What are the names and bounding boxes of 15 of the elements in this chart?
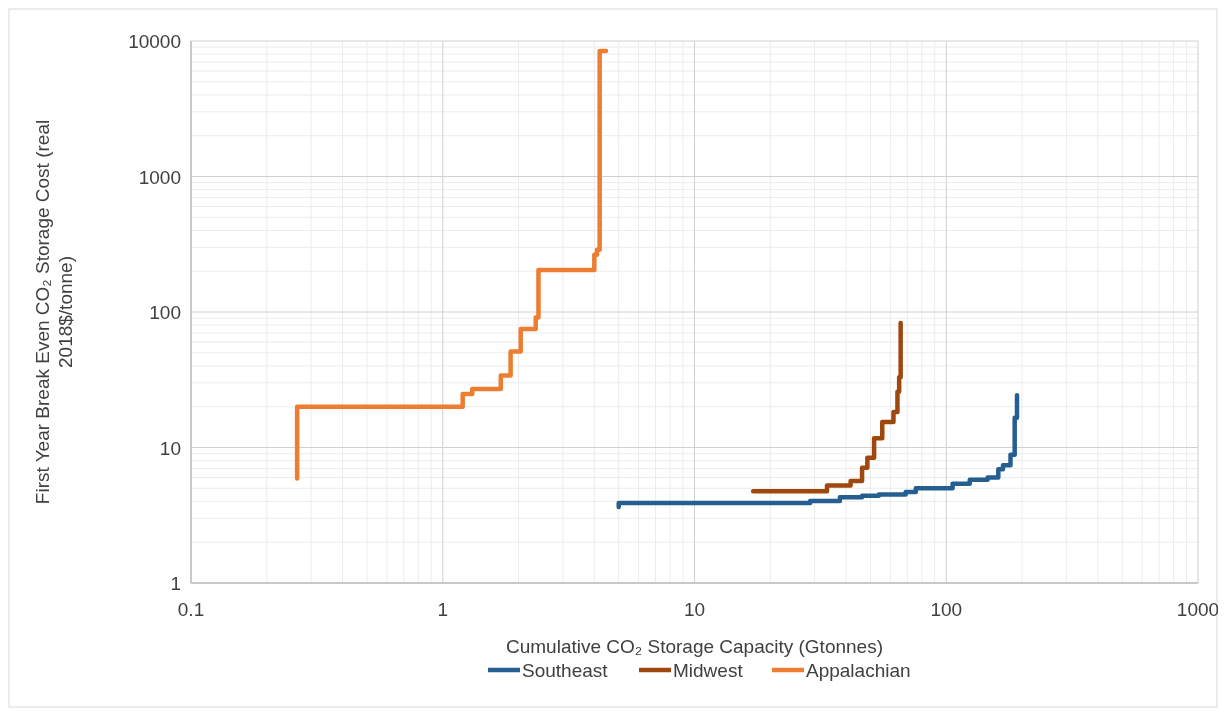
legend-label: Appalachian <box>806 660 911 681</box>
y-tick-label: 100 <box>149 302 181 323</box>
y-tick-label: 10 <box>159 437 181 459</box>
y-tick-label: 1 <box>170 573 181 594</box>
x-axis-title: Cumulative CO₂ Storage Capacity (Gtonnes) <box>506 636 883 657</box>
x-tick-label: 10 <box>683 599 706 620</box>
y-axis-title: First Year Break Even CO₂ Storage Cost (real 2018$/tonne) <box>31 119 76 505</box>
y-tick-label: 10000 <box>128 31 181 52</box>
x-tick-label: 1 <box>437 599 449 620</box>
y-tick-label: 1000 <box>138 166 181 188</box>
x-tick-label: 100 <box>930 599 963 620</box>
legend-label: Midwest <box>673 660 744 681</box>
x-tick-label: 1000 <box>1176 599 1220 620</box>
legend-label: Southeast <box>522 660 609 681</box>
x-tick-label: 0.1 <box>177 599 205 620</box>
